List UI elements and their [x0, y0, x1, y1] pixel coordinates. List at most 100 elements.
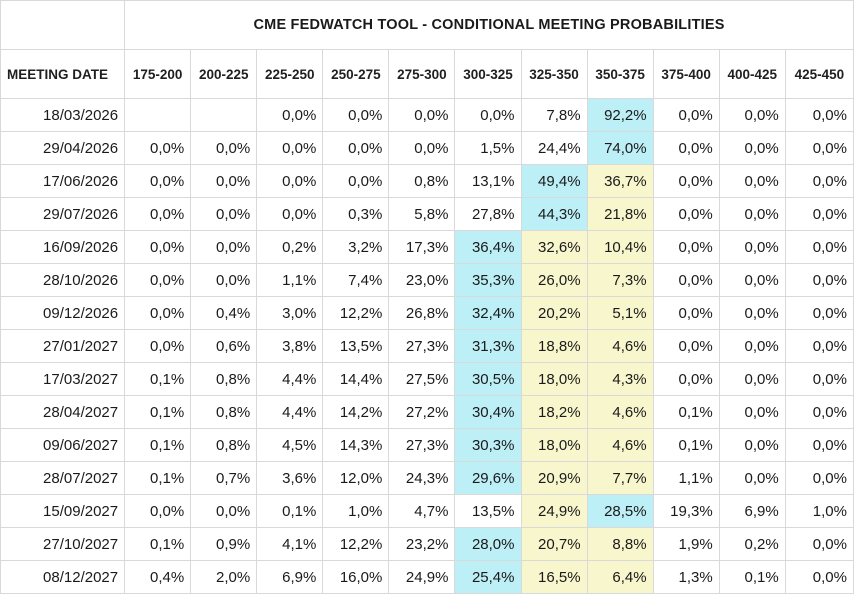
probability-cell: 12,0% — [322, 461, 390, 495]
probability-cell: 0,2% — [256, 230, 324, 264]
table-row: 27/01/2027 0,0% 0,6% 3,8% 13,5% 27,3% 31,3% 18,… — [0, 329, 854, 363]
probability-cell: 32,4% — [454, 296, 522, 330]
probability-cell: 0,0% — [256, 131, 324, 165]
meeting-date-cell: 29/07/2026 — [0, 197, 126, 231]
probability-cell: 27,3% — [388, 329, 456, 363]
probability-cell: 24,3% — [388, 461, 456, 495]
probability-cell: 0,7% — [190, 461, 258, 495]
probability-cell: 13,5% — [454, 494, 522, 528]
probability-cell: 0,0% — [784, 428, 854, 462]
table-row: 27/10/2027 0,1% 0,9% 4,1% 12,2% 23,2% 28,0% 20,… — [0, 527, 854, 561]
probability-cell: 6,9% — [718, 494, 786, 528]
probability-cell: 92,2% — [586, 98, 654, 132]
probability-cell: 0,0% — [124, 263, 192, 297]
range-header: 350-375 — [586, 49, 654, 99]
probability-cell: 0,1% — [124, 362, 192, 396]
probability-cell: 4,1% — [256, 527, 324, 561]
meeting-date-cell: 18/03/2026 — [0, 98, 126, 132]
meeting-date-cell: 09/12/2026 — [0, 296, 126, 330]
probability-cell: 1,3% — [652, 560, 720, 594]
probability-cell: 0,0% — [124, 329, 192, 363]
range-header: 325-350 — [520, 49, 588, 99]
table-row: 16/09/2026 0,0% 0,0% 0,2% 3,2% 17,3% 36,4% 32,6… — [0, 230, 854, 264]
probability-cell: 20,2% — [520, 296, 588, 330]
probability-cell: 0,0% — [718, 461, 786, 495]
probability-cell: 0,0% — [322, 131, 390, 165]
probability-cell: 0,0% — [652, 329, 720, 363]
probability-cell: 0,0% — [718, 296, 786, 330]
probability-cell: 0,1% — [652, 428, 720, 462]
table-row: 29/07/2026 0,0% 0,0% 0,0% 0,3% 5,8% 27,8% 44,3%… — [0, 197, 854, 231]
probability-cell: 30,3% — [454, 428, 522, 462]
probability-cell: 0,0% — [256, 98, 324, 132]
table-row: 08/12/2027 0,4% 2,0% 6,9% 16,0% 24,9% 25,4% 16,… — [0, 560, 854, 594]
probability-cell: 0,1% — [718, 560, 786, 594]
range-header: 400-425 — [718, 49, 786, 99]
probability-cell: 1,1% — [256, 263, 324, 297]
probability-cell: 0,0% — [124, 296, 192, 330]
probability-cell: 0,0% — [784, 296, 854, 330]
probability-cell: 32,6% — [520, 230, 588, 264]
probability-cell: 0,0% — [124, 230, 192, 264]
probability-cell: 0,8% — [190, 428, 258, 462]
probability-cell: 27,8% — [454, 197, 522, 231]
probability-cell: 30,4% — [454, 395, 522, 429]
probability-cell: 0,0% — [256, 164, 324, 198]
table-row: 28/04/2027 0,1% 0,8% 4,4% 14,2% 27,2% 30,4% 18,… — [0, 395, 854, 429]
probability-cell: 0,2% — [718, 527, 786, 561]
probability-cell: 0,0% — [718, 428, 786, 462]
probability-cell: 18,0% — [520, 362, 588, 396]
probability-cell: 0,0% — [190, 164, 258, 198]
probability-cell: 18,8% — [520, 329, 588, 363]
table-title: CME FEDWATCH TOOL - CONDITIONAL MEETING … — [124, 0, 854, 50]
probability-cell: 0,0% — [652, 263, 720, 297]
probability-cell: 0,0% — [652, 197, 720, 231]
probability-cell: 21,8% — [586, 197, 654, 231]
probability-cell: 4,4% — [256, 362, 324, 396]
probability-cell: 4,7% — [388, 494, 456, 528]
probability-cell: 0,0% — [718, 164, 786, 198]
probability-cell: 0,4% — [124, 560, 192, 594]
probability-cell: 7,7% — [586, 461, 654, 495]
probability-cell: 12,2% — [322, 296, 390, 330]
probability-cell: 0,0% — [256, 197, 324, 231]
table-row: 09/06/2027 0,1% 0,8% 4,5% 14,3% 27,3% 30,3% 18,… — [0, 428, 854, 462]
probability-cell: 17,3% — [388, 230, 456, 264]
probability-cell: 0,0% — [190, 197, 258, 231]
meeting-date-cell: 28/07/2027 — [0, 461, 126, 495]
probability-cell: 18,2% — [520, 395, 588, 429]
meeting-date-header: MEETING DATE — [0, 49, 126, 99]
probability-cell: 0,0% — [388, 98, 456, 132]
probability-cell: 3,6% — [256, 461, 324, 495]
probability-cell: 18,0% — [520, 428, 588, 462]
probability-cell: 0,1% — [124, 395, 192, 429]
probability-cell: 0,0% — [718, 395, 786, 429]
probability-cell: 0,0% — [718, 362, 786, 396]
range-header: 200-225 — [190, 49, 258, 99]
probability-cell: 0,0% — [784, 395, 854, 429]
table-row: 15/09/2027 0,0% 0,0% 0,1% 1,0% 4,7% 13,5% 24,9%… — [0, 494, 854, 528]
probability-cell: 4,4% — [256, 395, 324, 429]
probability-cell: 6,9% — [256, 560, 324, 594]
probability-cell: 0,9% — [190, 527, 258, 561]
probability-cell: 10,4% — [586, 230, 654, 264]
table-row: 17/03/2027 0,1% 0,8% 4,4% 14,4% 27,5% 30,5% 18,… — [0, 362, 854, 396]
probability-cell: 24,9% — [520, 494, 588, 528]
probability-cell: 27,3% — [388, 428, 456, 462]
probability-cell: 1,0% — [322, 494, 390, 528]
probability-cell: 0,0% — [784, 527, 854, 561]
probability-cell: 5,8% — [388, 197, 456, 231]
meeting-date-cell: 15/09/2027 — [0, 494, 126, 528]
probability-cell: 44,3% — [520, 197, 588, 231]
probability-cell: 27,2% — [388, 395, 456, 429]
probability-cell: 12,2% — [322, 527, 390, 561]
probability-cell: 36,4% — [454, 230, 522, 264]
probability-cell: 3,2% — [322, 230, 390, 264]
probability-cell: 6,4% — [586, 560, 654, 594]
probability-cell: 0,0% — [652, 98, 720, 132]
probability-cell: 0,0% — [784, 131, 854, 165]
probability-cell: 13,1% — [454, 164, 522, 198]
probability-cell: 7,4% — [322, 263, 390, 297]
probability-cell: 0,3% — [322, 197, 390, 231]
probability-cell: 8,8% — [586, 527, 654, 561]
